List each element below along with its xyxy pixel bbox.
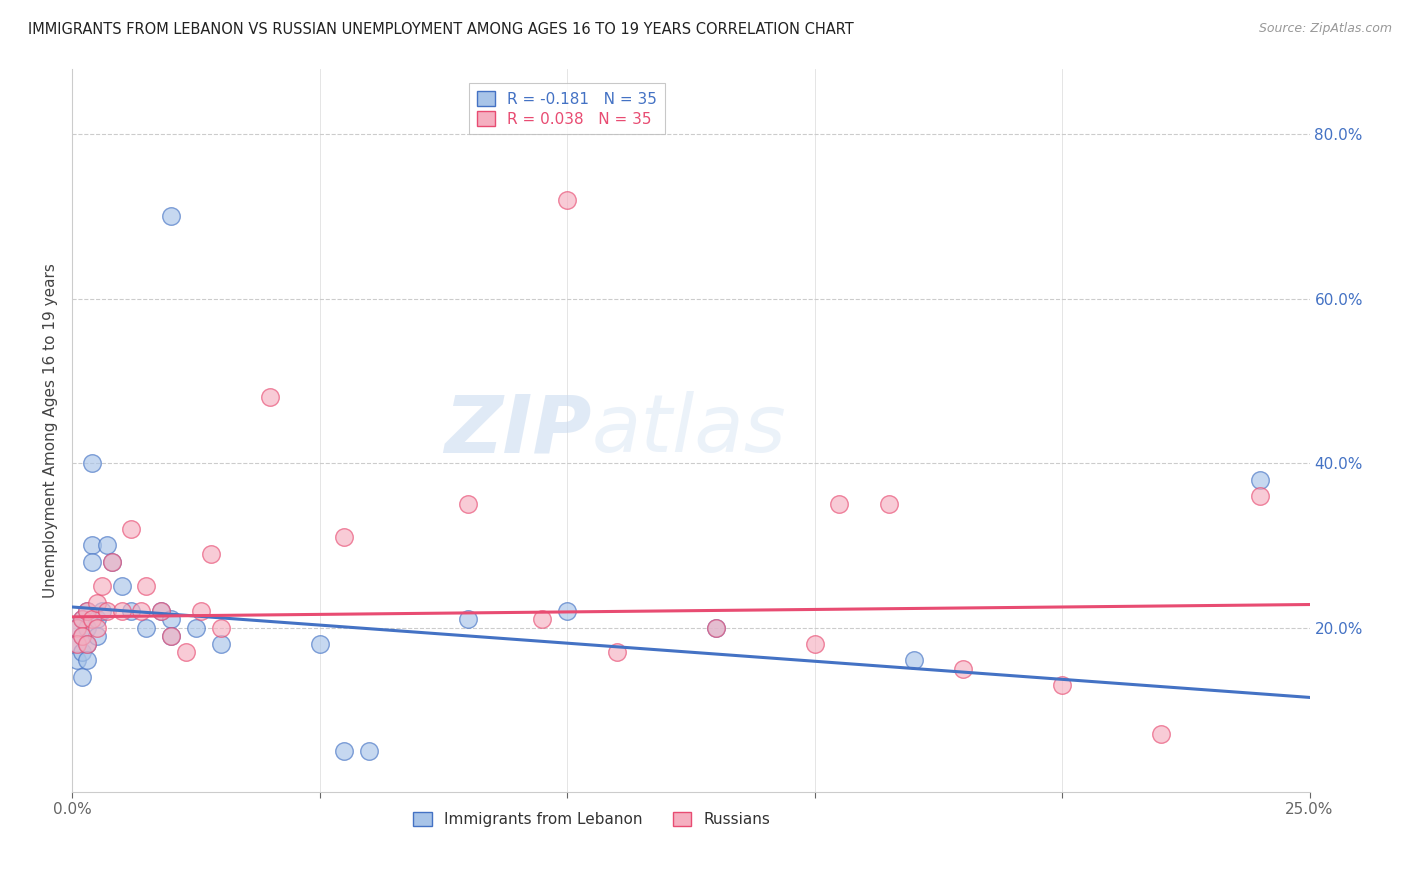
Point — [531, 612, 554, 626]
Point — [160, 210, 183, 224]
Point — [66, 653, 89, 667]
Point — [86, 596, 108, 610]
Point — [877, 497, 900, 511]
Y-axis label: Unemployment Among Ages 16 to 19 years: Unemployment Among Ages 16 to 19 years — [44, 263, 58, 598]
Point — [259, 390, 281, 404]
Text: Source: ZipAtlas.com: Source: ZipAtlas.com — [1258, 22, 1392, 36]
Point — [803, 637, 825, 651]
Point — [308, 637, 330, 651]
Point — [76, 637, 98, 651]
Point — [555, 193, 578, 207]
Point — [76, 653, 98, 667]
Point — [76, 604, 98, 618]
Point — [110, 604, 132, 618]
Point — [96, 604, 118, 618]
Point — [135, 621, 157, 635]
Point — [70, 629, 93, 643]
Point — [96, 538, 118, 552]
Point — [110, 579, 132, 593]
Point — [1249, 473, 1271, 487]
Point — [605, 645, 627, 659]
Point — [150, 604, 173, 618]
Point — [184, 621, 207, 635]
Point — [120, 522, 142, 536]
Text: atlas: atlas — [592, 392, 786, 469]
Point — [76, 604, 98, 618]
Point — [80, 555, 103, 569]
Point — [555, 604, 578, 618]
Point — [70, 629, 93, 643]
Point — [1050, 678, 1073, 692]
Point — [90, 604, 112, 618]
Point — [76, 621, 98, 635]
Text: IMMIGRANTS FROM LEBANON VS RUSSIAN UNEMPLOYMENT AMONG AGES 16 TO 19 YEARS CORREL: IMMIGRANTS FROM LEBANON VS RUSSIAN UNEMP… — [28, 22, 853, 37]
Point — [80, 538, 103, 552]
Point — [174, 645, 197, 659]
Point — [66, 621, 89, 635]
Point — [70, 612, 93, 626]
Point — [704, 621, 727, 635]
Point — [86, 621, 108, 635]
Point — [200, 547, 222, 561]
Legend: Immigrants from Lebanon, Russians: Immigrants from Lebanon, Russians — [405, 805, 778, 835]
Point — [333, 744, 356, 758]
Point — [333, 530, 356, 544]
Point — [86, 629, 108, 643]
Point — [100, 555, 122, 569]
Point — [903, 653, 925, 667]
Point — [66, 621, 89, 635]
Point — [190, 604, 212, 618]
Point — [70, 670, 93, 684]
Point — [80, 456, 103, 470]
Point — [828, 497, 851, 511]
Point — [135, 579, 157, 593]
Point — [704, 621, 727, 635]
Point — [160, 629, 183, 643]
Point — [70, 645, 93, 659]
Point — [131, 604, 153, 618]
Point — [209, 637, 232, 651]
Text: ZIP: ZIP — [444, 392, 592, 469]
Point — [1249, 489, 1271, 503]
Point — [457, 497, 479, 511]
Point — [120, 604, 142, 618]
Point — [160, 612, 183, 626]
Point — [86, 612, 108, 626]
Point — [66, 637, 89, 651]
Point — [357, 744, 380, 758]
Point — [100, 555, 122, 569]
Point — [209, 621, 232, 635]
Point — [1150, 727, 1173, 741]
Point — [76, 637, 98, 651]
Point — [160, 629, 183, 643]
Point — [150, 604, 173, 618]
Point — [952, 662, 974, 676]
Point — [90, 579, 112, 593]
Point — [80, 612, 103, 626]
Point — [457, 612, 479, 626]
Point — [70, 612, 93, 626]
Point — [66, 637, 89, 651]
